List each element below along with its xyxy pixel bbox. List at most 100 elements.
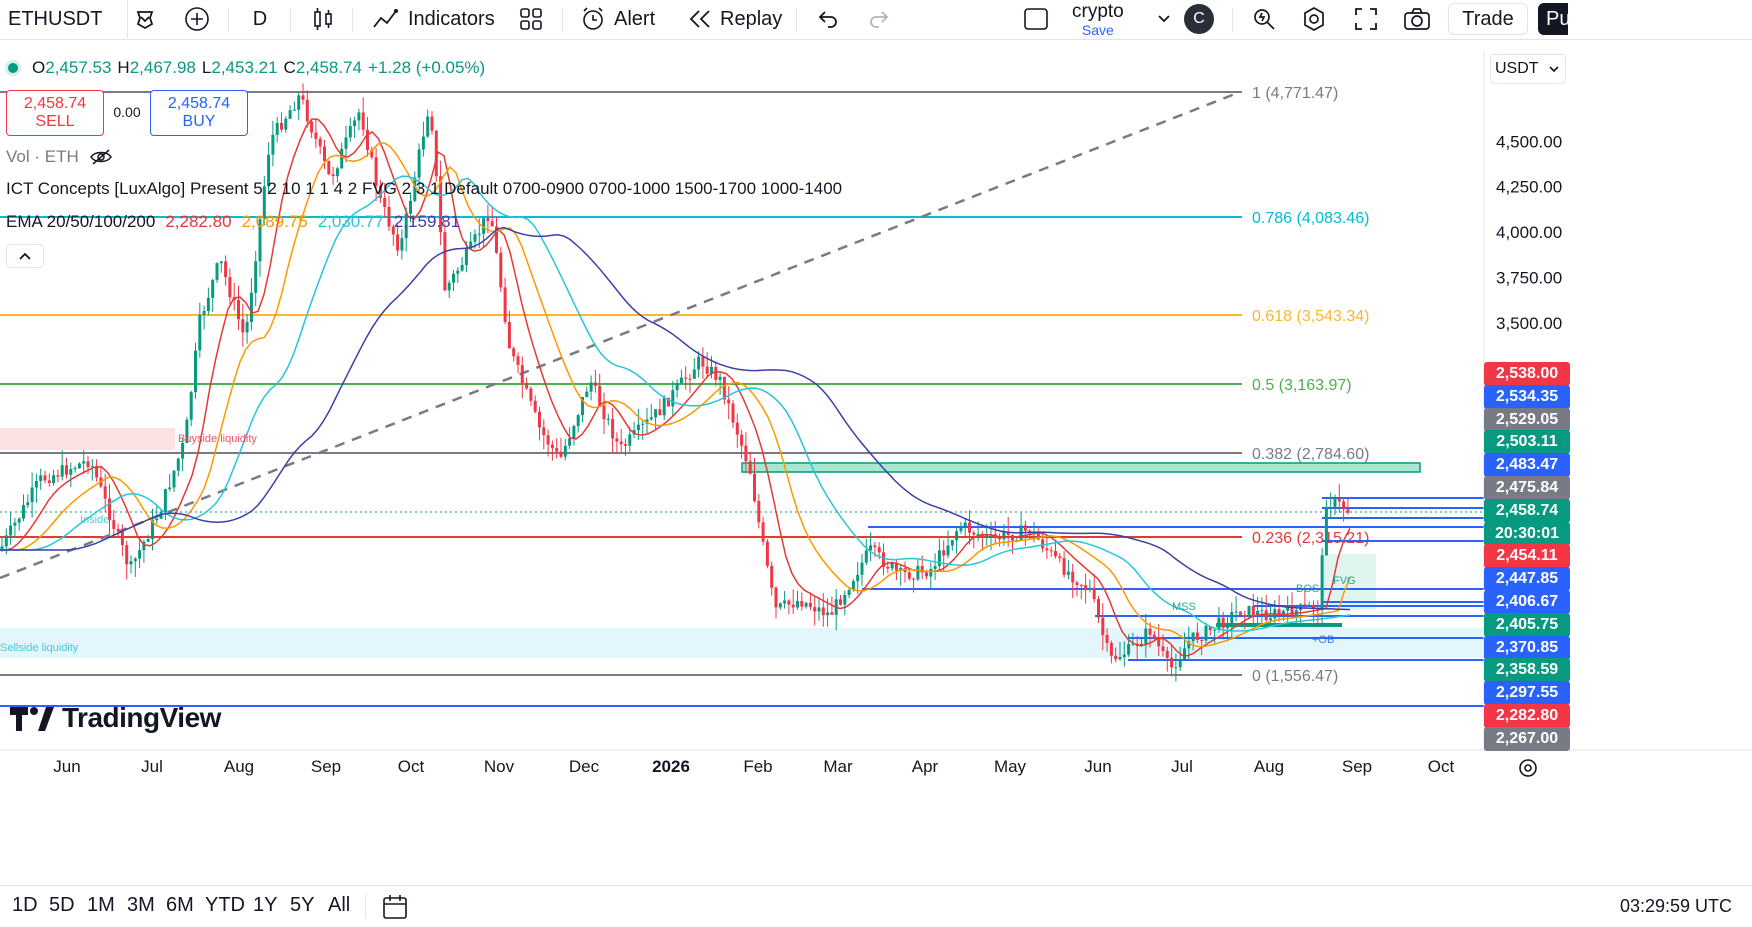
- range-button-3m[interactable]: 3M: [127, 894, 155, 916]
- quick-search-icon[interactable]: [1250, 0, 1278, 38]
- candle-body: [606, 418, 610, 420]
- eye-hidden-icon[interactable]: [89, 148, 113, 166]
- layout-save-status: Save: [1081, 21, 1114, 38]
- candle-body: [482, 218, 486, 234]
- chart-type-icon[interactable]: [310, 0, 336, 38]
- candle-body: [839, 599, 842, 605]
- redo-icon[interactable]: [866, 0, 892, 38]
- indicators-icon: [373, 9, 398, 28]
- range-button-1d[interactable]: 1D: [12, 894, 38, 916]
- ema50-line: [0, 142, 1351, 648]
- volume-legend[interactable]: Vol · ETH: [6, 147, 113, 167]
- chevron-down-icon[interactable]: [1156, 0, 1172, 38]
- range-button-all[interactable]: All: [328, 894, 351, 916]
- price-tag: 2,282.80: [1484, 704, 1570, 728]
- calendar-icon[interactable]: [382, 894, 410, 925]
- candle-body: [1105, 634, 1109, 643]
- range-button-1y[interactable]: 1Y: [253, 894, 278, 916]
- collapse-legend-button[interactable]: [6, 244, 44, 268]
- time-axis-label: Jul: [141, 757, 163, 776]
- sell-button[interactable]: 2,458.74 SELL: [6, 90, 104, 136]
- candle-body: [641, 423, 645, 425]
- range-button-5d[interactable]: 5D: [49, 894, 75, 916]
- utc-clock[interactable]: 03:29:59 UTC: [1619, 896, 1732, 916]
- price-tag: 2,454.11: [1484, 544, 1570, 569]
- candle-body: [77, 463, 81, 469]
- candle-body: [56, 475, 60, 477]
- tradingview-wordmark: TradingView: [62, 702, 221, 733]
- fullscreen-icon[interactable]: [1352, 0, 1380, 38]
- chart-pane[interactable]: 1 (4,771.47) 0.786 (4,083.46) 0.618 (3,543…: [0, 50, 1752, 850]
- indicators-label: Indicators: [408, 7, 495, 30]
- interval-label: D: [252, 7, 268, 30]
- candle-body: [39, 475, 43, 481]
- candle-body: [292, 109, 296, 111]
- candle-body: [1079, 584, 1083, 586]
- currency-select[interactable]: USDT: [1490, 54, 1566, 84]
- candle-body: [189, 392, 193, 420]
- candle-body: [1006, 531, 1010, 536]
- candle-body: [331, 174, 335, 177]
- candle-body: [374, 157, 378, 186]
- chevron-down-icon: [1549, 66, 1559, 73]
- candle-body: [907, 572, 911, 579]
- layout-name-button[interactable]: crypto Save: [1072, 0, 1124, 38]
- candle-body: [847, 589, 851, 595]
- indicators-button[interactable]: Indicators: [372, 0, 495, 38]
- alert-button[interactable]: Alert: [580, 0, 655, 38]
- templates-icon[interactable]: [518, 0, 544, 38]
- candle-body: [985, 535, 989, 538]
- candle-body: [735, 422, 739, 435]
- candle-body: [1152, 634, 1156, 639]
- time-axis-label: 2026: [652, 757, 690, 776]
- replay-button[interactable]: Replay: [688, 0, 782, 38]
- candle-body: [1170, 657, 1174, 668]
- high-label: H: [117, 58, 130, 77]
- candle-body: [288, 110, 292, 119]
- buy-price: 2,458.74: [167, 95, 231, 112]
- candle-body: [869, 545, 873, 551]
- avatar[interactable]: C: [1184, 0, 1214, 38]
- candle-body: [1174, 667, 1178, 669]
- tradingview-logo[interactable]: TradingView: [8, 702, 221, 734]
- undo-icon[interactable]: [815, 0, 841, 38]
- time-axis-label: Sep: [1342, 757, 1372, 776]
- candle-body: [1118, 657, 1122, 660]
- candle-body: [593, 382, 597, 386]
- candle-body: [305, 99, 309, 122]
- ema-indicator-legend[interactable]: EMA 20/50/100/200 2,282.80 2,089.75 2,03…: [6, 212, 460, 232]
- publish-label: Pu: [1546, 7, 1568, 30]
- candle-body: [998, 537, 1002, 540]
- symbol-search[interactable]: ETHUSDT: [8, 0, 128, 38]
- settings-gear-icon[interactable]: [1300, 0, 1328, 38]
- candle-body: [271, 134, 275, 155]
- candle-body: [873, 545, 877, 548]
- candle-body: [9, 525, 13, 536]
- compare-symbol-icon[interactable]: [182, 0, 212, 38]
- add-to-watchlist-icon[interactable]: [130, 0, 160, 38]
- ema-label: EMA 20/50/100/200: [6, 212, 156, 231]
- price-tag: 2,406.67: [1484, 590, 1570, 614]
- range-button-1m[interactable]: 1M: [87, 894, 115, 916]
- interval-button[interactable]: D: [250, 0, 270, 38]
- camera-icon[interactable]: [1402, 0, 1432, 38]
- candle-body: [456, 270, 460, 274]
- buy-button[interactable]: 2,458.74 BUY: [150, 90, 248, 136]
- chart-settings-icon[interactable]: [1516, 756, 1540, 780]
- candle-body: [705, 366, 709, 374]
- candle-body: [783, 600, 787, 604]
- range-button-5y[interactable]: 5Y: [290, 894, 315, 916]
- candle-body: [615, 438, 619, 442]
- trade-button[interactable]: Trade: [1448, 3, 1528, 35]
- range-button-ytd[interactable]: YTD: [205, 894, 245, 916]
- range-button-6m[interactable]: 6M: [166, 894, 194, 916]
- candle-body: [624, 444, 627, 446]
- candle-body: [645, 419, 649, 424]
- candle-body: [133, 558, 137, 562]
- ict-indicator-legend[interactable]: ICT Concepts [LuxAlgo] Present 5 2 10 1 …: [6, 179, 842, 199]
- candle-body: [856, 574, 860, 582]
- layout-icon[interactable]: [1022, 0, 1050, 38]
- publish-button[interactable]: Pu: [1538, 3, 1568, 35]
- candle-body: [722, 376, 726, 400]
- candle-body: [60, 465, 64, 477]
